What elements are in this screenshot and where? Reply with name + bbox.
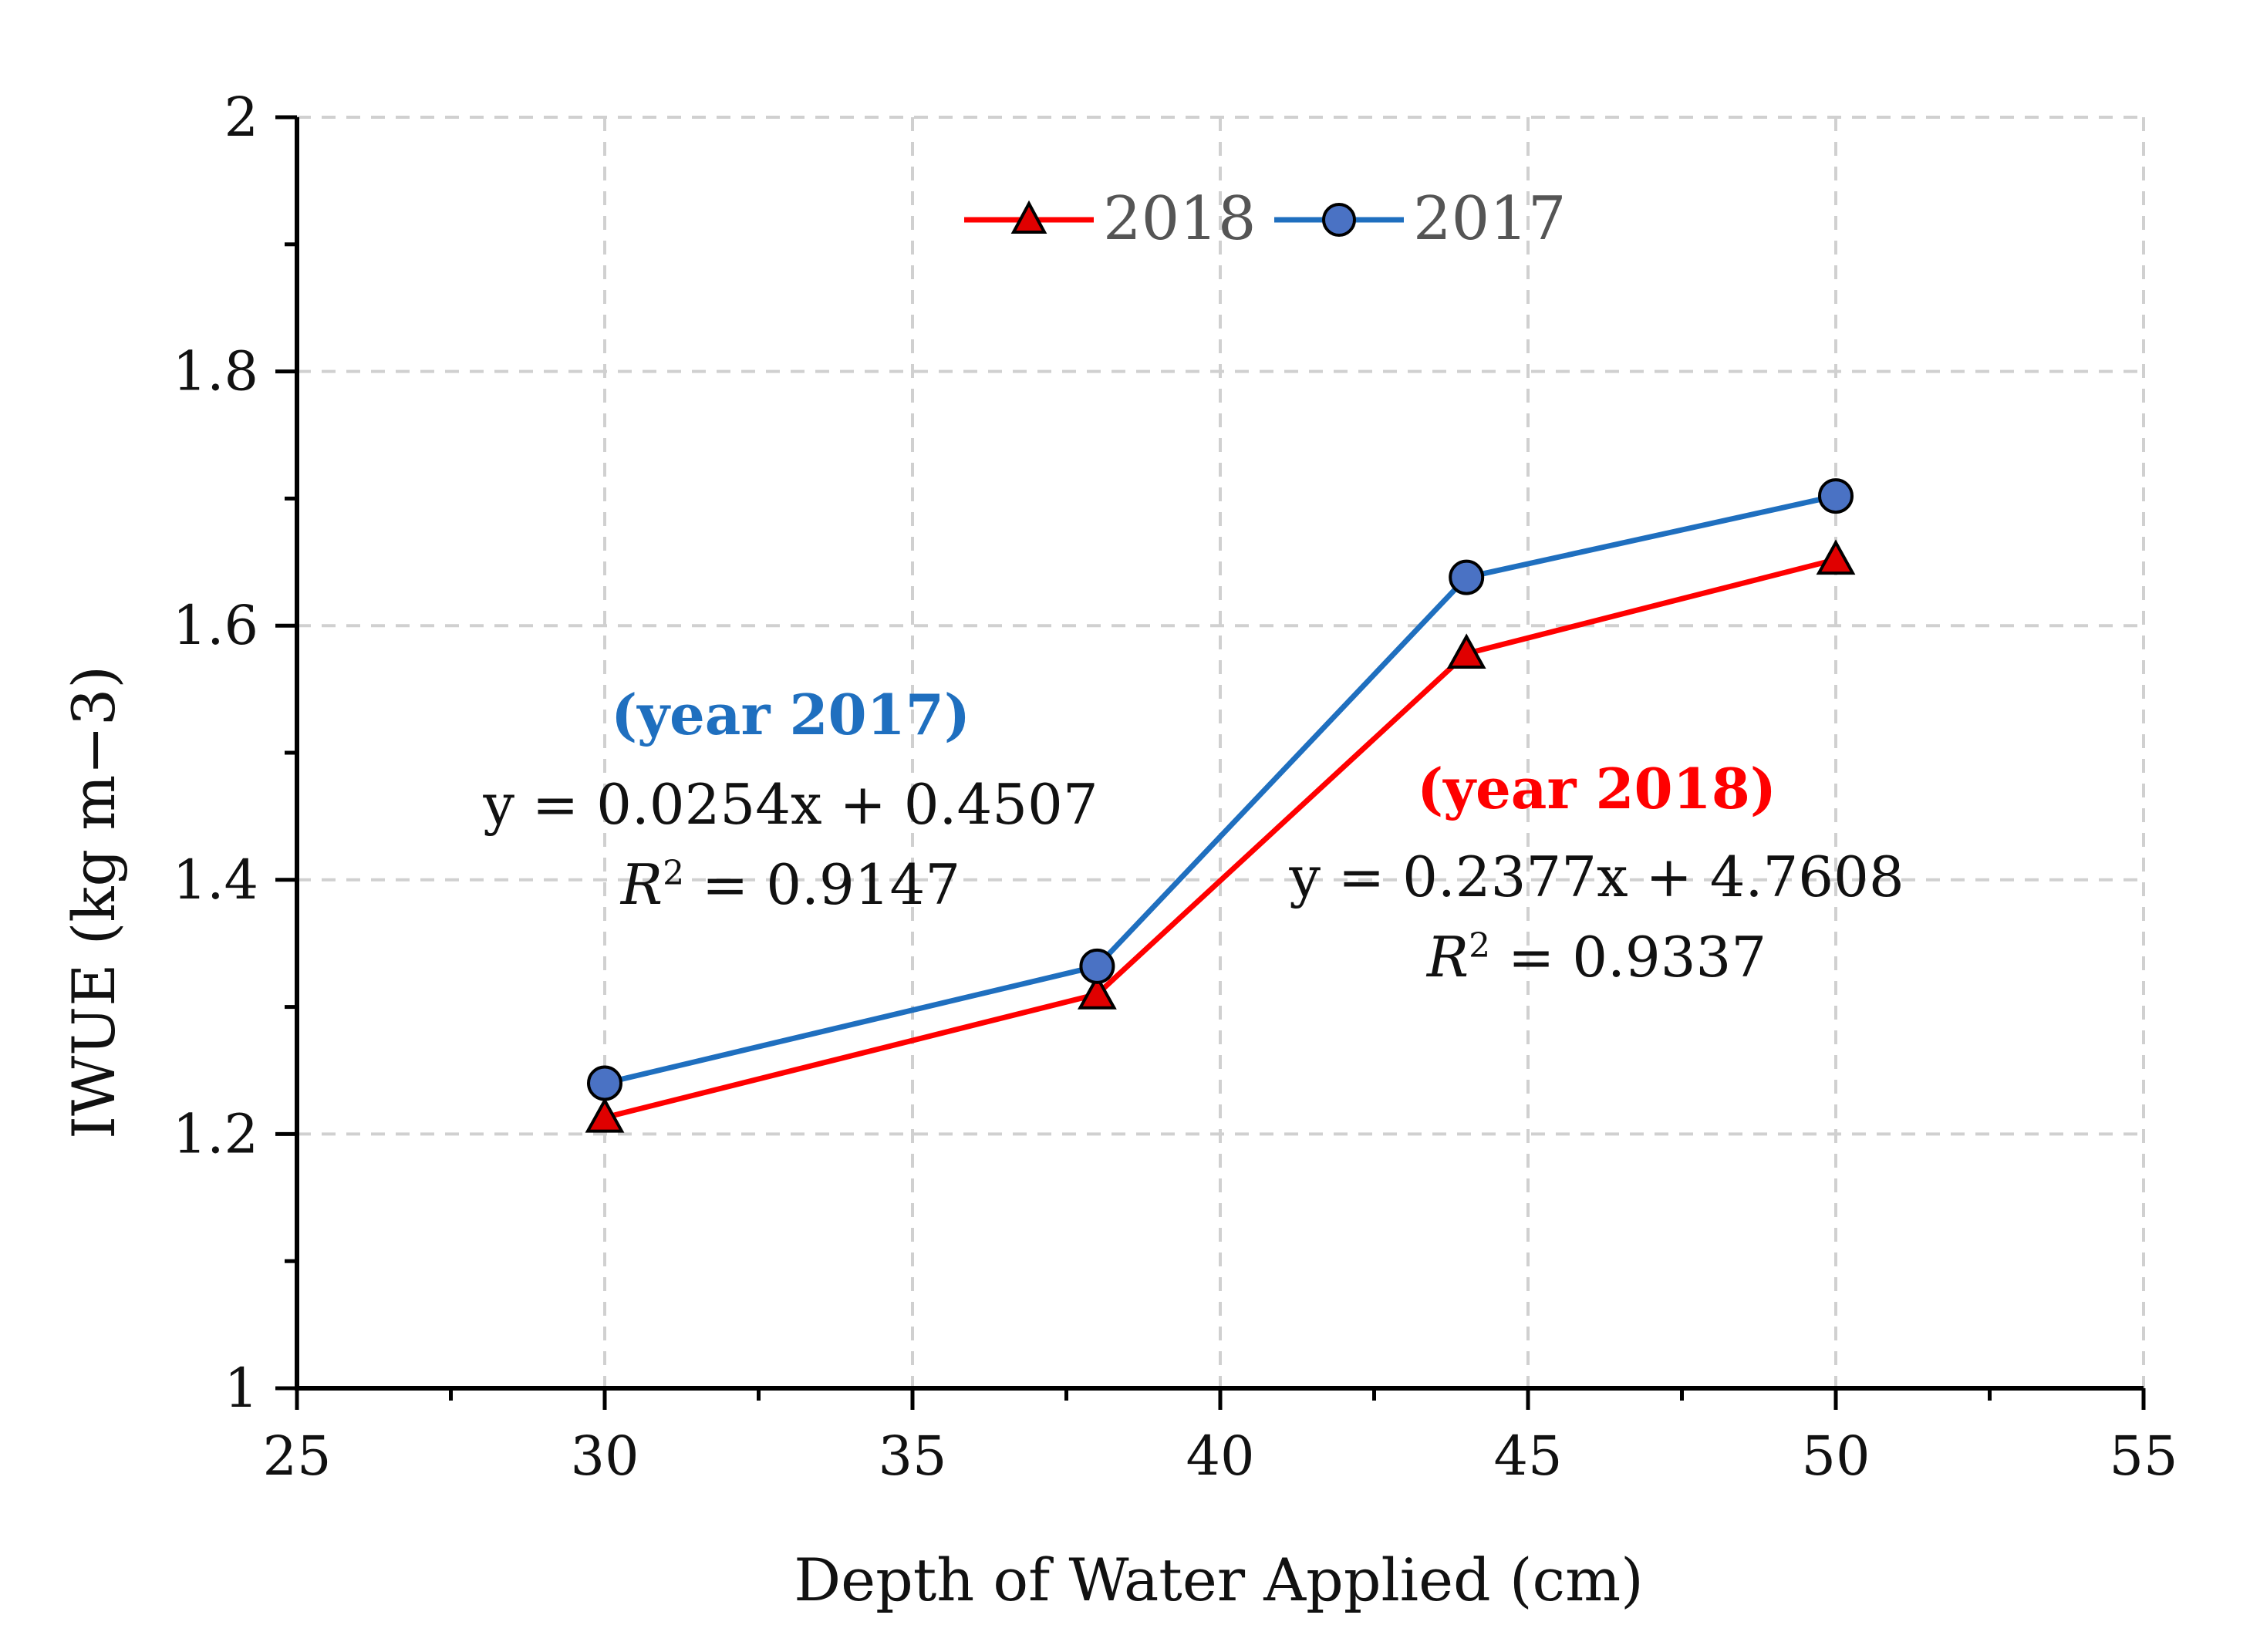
x-tick-label: 30 xyxy=(570,1424,639,1488)
x-tick-label: 55 xyxy=(2109,1424,2177,1488)
series-line-2017 xyxy=(604,493,1837,1086)
data-point-2018 xyxy=(1078,974,1117,1010)
x-tick-label: 40 xyxy=(1186,1424,1254,1488)
annotation-2017-r2: R2 = 0.9147 xyxy=(619,852,960,917)
data-point-2018 xyxy=(1816,539,1856,575)
annotation-2017-title: (year 2017) xyxy=(611,682,970,747)
annotation-2017-r2-label: R xyxy=(619,852,663,917)
annotation-2018-r2-value: = 0.9337 xyxy=(1490,925,1766,990)
y-axis-title: IWUE (kg m−3) xyxy=(59,666,128,1139)
data-point-2017 xyxy=(1449,559,1485,595)
annotation-2017-equation: y = 0.0254x + 0.4507 xyxy=(482,772,1098,837)
data-point-2017 xyxy=(1079,948,1115,984)
annotation-2017-r2-exp: 2 xyxy=(663,854,684,893)
y-tick-label: 1.6 xyxy=(173,594,258,657)
y-tick-label: 2 xyxy=(224,86,258,149)
legend: 2018 2017 xyxy=(964,184,1567,254)
axes-layer: 1 1.2 1.4 1.6 1.8 2 25 30 35 40 45 50 55 xyxy=(173,86,2178,1488)
annotation-2018: (year 2018) y = 0.2377x + 4.7608 R2 = 0.… xyxy=(1288,756,1904,990)
y-tick-label: 1.4 xyxy=(173,848,258,912)
data-point-2018 xyxy=(585,1097,625,1133)
y-tick-label: 1.2 xyxy=(173,1102,258,1165)
data-point-2018 xyxy=(1446,633,1486,669)
x-tick-label: 50 xyxy=(1801,1424,1870,1488)
y-tick-label: 1.8 xyxy=(173,340,258,403)
annotation-2018-equation: y = 0.2377x + 4.7608 xyxy=(1288,845,1904,909)
annotation-2018-title: (year 2018) xyxy=(1417,756,1776,821)
data-point-2017 xyxy=(587,1065,622,1101)
data-point-2017 xyxy=(1818,478,1854,514)
series-line-2018 xyxy=(604,557,1837,1121)
legend-label-2018: 2018 xyxy=(1103,184,1257,254)
annotation-2017: (year 2017) y = 0.0254x + 0.4507 R2 = 0.… xyxy=(482,682,1098,917)
grid-layer xyxy=(297,116,2145,1388)
annotation-2018-r2-exp: 2 xyxy=(1469,926,1490,966)
legend-label-2017: 2017 xyxy=(1413,184,1567,254)
annotation-2018-r2-label: R xyxy=(1425,925,1469,990)
annotation-2017-r2-value: = 0.9147 xyxy=(684,852,960,917)
x-tick-label: 45 xyxy=(1493,1424,1562,1488)
annotation-2018-r2: R2 = 0.9337 xyxy=(1425,925,1766,990)
x-tick-label: 35 xyxy=(878,1424,946,1488)
legend-marker-2018 xyxy=(1010,200,1047,234)
x-tick-label: 25 xyxy=(262,1424,331,1488)
x-axis-title: Depth of Water Applied (cm) xyxy=(794,1546,1644,1614)
legend-marker-2017 xyxy=(1322,203,1356,237)
y-tick-label: 1 xyxy=(224,1357,258,1420)
series-layer xyxy=(585,478,1856,1133)
